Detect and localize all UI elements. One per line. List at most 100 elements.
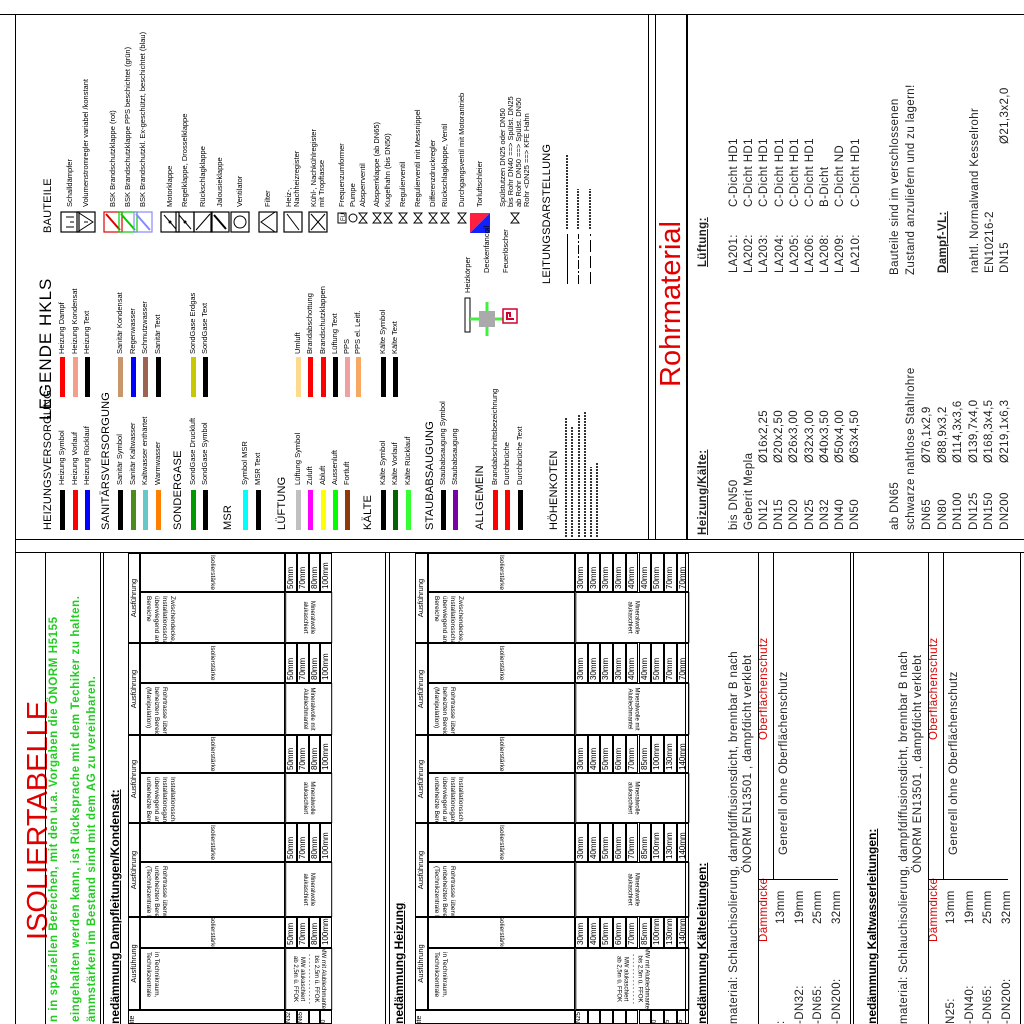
line-swatch bbox=[131, 357, 136, 397]
table-stub-cell bbox=[625, 1010, 639, 1024]
bauteil-label: BSK Brandschutzklappe (rot) bbox=[108, 110, 117, 207]
column-header: Ausführung bbox=[415, 553, 428, 643]
dn-range: : bbox=[775, 1020, 787, 1024]
duct-id: LA204: bbox=[773, 234, 786, 273]
pipe-dim: Ø168,3x4,5 bbox=[983, 399, 995, 463]
insulation-thickness: 70mm bbox=[663, 553, 677, 592]
line-swatch bbox=[406, 490, 411, 530]
duct-class: C-Dicht HD1 bbox=[849, 138, 862, 207]
misc-label: Heizkörper bbox=[463, 256, 472, 293]
section-material: material: Schlauchisolierung, dampfdiffu… bbox=[728, 650, 740, 1024]
insulation-thickness: 70mm bbox=[296, 643, 309, 683]
line-swatch bbox=[256, 490, 261, 530]
insulation-thickness: 50mm bbox=[285, 643, 297, 683]
bauteil-label: Filter bbox=[263, 190, 272, 207]
column-thickness: Dämmdicke bbox=[758, 877, 770, 942]
insulation-thickness: 19mm bbox=[963, 890, 976, 924]
pump-icon bbox=[348, 212, 358, 224]
bauteil-label: Differenzdruckregler bbox=[428, 139, 437, 207]
insulation-material: Mineralwolle alukaschiert bbox=[575, 592, 690, 643]
insulation-thickness: 100mm bbox=[651, 735, 664, 773]
insulation-thickness: 100mm bbox=[320, 553, 333, 592]
line-swatch bbox=[191, 357, 196, 397]
heizung-heading: Heizung/Kälte: bbox=[697, 449, 709, 535]
line-swatch bbox=[296, 357, 301, 397]
line-swatch bbox=[505, 490, 510, 530]
table-stub-cell: N25 bbox=[575, 1010, 588, 1024]
legend-item-label: Fortluft bbox=[342, 461, 351, 485]
pipe-dn: DN80 bbox=[936, 498, 949, 530]
insulation-thickness: 30mm bbox=[600, 553, 614, 592]
table-heading: nedämmung Heizung bbox=[392, 902, 406, 1024]
insulation-thickness: 140mm bbox=[676, 823, 690, 862]
insulation-thickness: 30mm bbox=[600, 643, 614, 683]
isolier-note: ämmstärken im Bestand sind mit dem AG zu… bbox=[86, 675, 98, 1022]
table-stub-cell bbox=[308, 1010, 321, 1024]
line-swatch bbox=[243, 490, 248, 530]
insulation-thickness: 30mm bbox=[587, 643, 601, 683]
bauteil-label: Ventilator bbox=[235, 175, 244, 207]
dn-range: -DN65: bbox=[982, 985, 994, 1024]
rule bbox=[929, 879, 1008, 880]
table-stub-cell: 5 bbox=[663, 1010, 677, 1024]
isolier-title-rule bbox=[45, 553, 46, 1024]
insulation-thickness: 30mm bbox=[575, 823, 588, 862]
svg-text:FU: FU bbox=[341, 213, 347, 221]
legend-item-label: Heizung Symbol bbox=[57, 430, 66, 485]
line-swatch bbox=[345, 490, 350, 530]
duct-id: LA202: bbox=[743, 234, 756, 273]
column-header: Ausführung bbox=[128, 643, 140, 735]
hoehenkoten-note bbox=[578, 415, 580, 537]
legend-group-heading: HÖHENKOTEN bbox=[548, 450, 560, 530]
legend-item-label: Kälte Rücklauf bbox=[403, 436, 412, 485]
bauteil-label: Kugelhahn (bis DN50) bbox=[383, 133, 392, 207]
check-damper-icon bbox=[193, 211, 213, 233]
insulation-thickness: 30mm bbox=[575, 735, 588, 773]
isolierstaerke-label: Isolierstärke bbox=[428, 735, 575, 773]
section-heading: nedämmung Kälteleitungen: bbox=[695, 862, 709, 1024]
location-description: Installationsschacht, Installationsgang … bbox=[428, 773, 575, 823]
legend-group-heading: MSR bbox=[222, 504, 234, 530]
table-stub-cell: 0 bbox=[320, 1010, 333, 1024]
line-swatch bbox=[441, 490, 446, 530]
isolierstaerke-label: Isolierstärke bbox=[140, 553, 285, 592]
pipe-dim: Ø88,9x3,2 bbox=[936, 406, 949, 463]
legend-border bbox=[648, 15, 649, 540]
line-swatch bbox=[85, 357, 90, 397]
line-swatch bbox=[308, 357, 313, 397]
pipe-dn: DN50 bbox=[849, 498, 862, 530]
duct-id: LA208: bbox=[819, 234, 832, 273]
legend-item-label: Staubabsaugung Symbol bbox=[438, 401, 447, 485]
insulation-thickness: 13mm bbox=[945, 890, 957, 924]
ball-valve-icon bbox=[382, 212, 394, 224]
bauteil-label: Durchgangsventil mit Motorantrieb bbox=[457, 92, 466, 207]
legend-item-label: Abluft bbox=[318, 465, 327, 485]
legend-item-label: Kälte Text bbox=[390, 321, 399, 354]
duct-class: C-Dicht HD1 bbox=[804, 138, 816, 207]
insulation-thickness: 130mm bbox=[663, 735, 677, 773]
column-header: Ausführung bbox=[415, 917, 428, 1010]
insulation-thickness: 50mm bbox=[285, 917, 297, 948]
bauteil-label: Schalldämpfer bbox=[65, 159, 74, 207]
duct-id: LA209: bbox=[834, 234, 847, 273]
location-description: in Technikraum, Technikzentrale bbox=[140, 948, 285, 1010]
legend-item-label: Staubabsaugung bbox=[450, 428, 459, 485]
rule bbox=[759, 879, 838, 880]
insulation-thickness: 32mm bbox=[830, 890, 843, 924]
pipe-dim: Ø20x2,50 bbox=[773, 409, 786, 463]
rule bbox=[385, 553, 386, 1024]
insulation-thickness: 100mm bbox=[320, 643, 333, 683]
table-stub-cell bbox=[613, 1010, 626, 1024]
misc-label: Feuerlöscher bbox=[501, 229, 510, 273]
pipe-dim: Ø114,3x3,6 bbox=[952, 400, 964, 463]
legend-item-label: Durchbrüche bbox=[502, 442, 511, 485]
motor-damper-icon bbox=[160, 211, 180, 233]
radiator-icon bbox=[464, 297, 472, 333]
legend-item-label: Brandschutzklappen bbox=[318, 286, 327, 354]
insulation-thickness: 13mm bbox=[775, 890, 787, 924]
line-swatch bbox=[333, 357, 338, 397]
insulation-thickness: 50mm bbox=[600, 823, 614, 862]
dn-range: -DN200: bbox=[830, 978, 843, 1024]
bauteil-label: Torluftschleier bbox=[475, 160, 484, 207]
